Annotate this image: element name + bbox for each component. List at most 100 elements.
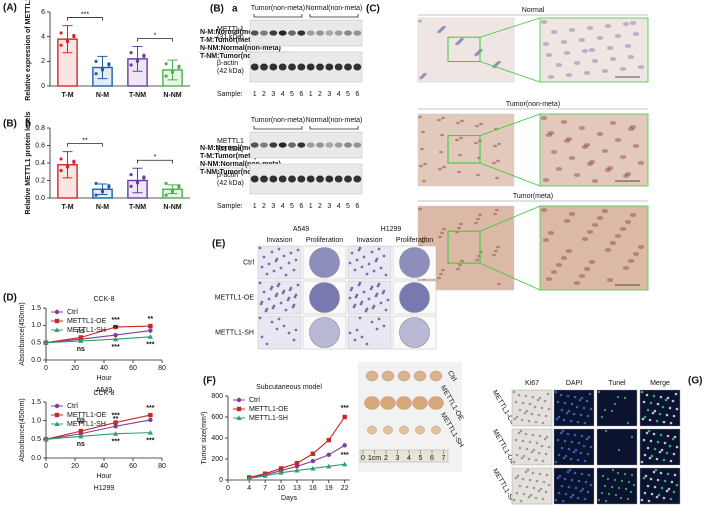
- stain-dot: [656, 478, 660, 482]
- x-tick-label: T-M: [61, 204, 73, 211]
- invaded-cell: [267, 262, 271, 266]
- stain-dot: [588, 392, 592, 396]
- stain-dot: [524, 432, 528, 436]
- sample-number: 2: [262, 203, 266, 210]
- data-dot: [100, 188, 105, 193]
- stain-dot: [650, 454, 654, 458]
- stain-dot: [556, 476, 560, 480]
- invaded-cell: [274, 294, 278, 298]
- stain-dot: [566, 432, 570, 436]
- stain-dot: [568, 468, 572, 472]
- cell-nucleus: [629, 125, 637, 129]
- blot-band: [288, 175, 296, 183]
- stain-dot: [601, 474, 605, 478]
- stain-dot: [563, 477, 567, 481]
- stain-dot: [667, 487, 671, 491]
- significance-label: ns: [77, 441, 85, 448]
- stain-dot: [528, 402, 532, 406]
- cell-nucleus: [474, 221, 478, 225]
- invaded-cell: [382, 254, 386, 258]
- invaded-cell: [386, 298, 390, 302]
- invaded-cell: [267, 297, 271, 301]
- data-dot: [170, 188, 175, 193]
- invaded-cell: [277, 317, 281, 321]
- y-tick-label: 0.5: [31, 436, 41, 443]
- significance-label: **: [82, 137, 88, 144]
- data-point: [326, 463, 332, 469]
- sample-number: 1: [253, 203, 257, 210]
- invaded-cell: [352, 305, 356, 309]
- stain-dot: [655, 419, 659, 423]
- cell-nucleus: [495, 176, 499, 180]
- stain-dot: [665, 489, 669, 493]
- stain-dot: [663, 479, 667, 483]
- group-bracket: [253, 126, 303, 130]
- stain-dot: [573, 471, 577, 475]
- stain-dot: [675, 407, 679, 411]
- y-axis-label: Tumor size(mm³): [201, 411, 208, 464]
- stain-dot: [624, 487, 628, 491]
- y-tick-label: 0.2: [35, 177, 45, 184]
- invaded-cell: [260, 265, 264, 269]
- y-tick-label: 4: [41, 34, 45, 41]
- stain-dot: [544, 414, 548, 418]
- blot-band: [250, 175, 259, 183]
- tumor: [383, 425, 393, 435]
- group-label: Tumor(non-meta): [251, 117, 305, 124]
- data-dot: [129, 63, 133, 67]
- invaded-cell: [265, 342, 269, 346]
- stain-dot: [646, 484, 650, 488]
- stain-dot: [662, 420, 666, 424]
- y-axis-label: Relative expression of METTL1: [25, 0, 32, 101]
- group-label: Tumor(non-meta): [251, 5, 305, 12]
- blot-band: [269, 175, 278, 183]
- invaded-cell: [357, 283, 361, 287]
- band-size: (42 kDa): [217, 180, 244, 187]
- cell-nucleus: [542, 238, 550, 242]
- sample-number: 6: [355, 203, 359, 210]
- invaded-cell: [271, 306, 275, 310]
- stain-dot: [544, 452, 548, 456]
- x-tick-label: 4: [247, 485, 251, 492]
- data-point: [113, 324, 118, 330]
- data-point: [148, 328, 153, 333]
- stain-dot: [643, 415, 647, 419]
- tumor: [413, 370, 427, 382]
- blot-band: [325, 142, 334, 148]
- panel-label: (A): [3, 3, 17, 14]
- blot-band: [316, 30, 324, 36]
- stain-dot: [542, 480, 546, 484]
- tumor: [397, 370, 411, 382]
- stain-dot: [585, 399, 589, 403]
- data-dot: [107, 184, 111, 188]
- stain-dot: [569, 419, 573, 423]
- invaded-cell: [288, 288, 292, 292]
- panel-label: (F): [203, 376, 216, 387]
- cell-nucleus: [578, 126, 586, 130]
- colony-well: [399, 282, 430, 313]
- sample-number: 4: [281, 203, 285, 210]
- blot-band: [269, 63, 278, 71]
- series-line: [45, 336, 151, 344]
- x-tick-label: T-M: [61, 92, 73, 99]
- x-tick-label: 7: [263, 485, 267, 492]
- stain-dot: [623, 396, 627, 400]
- invaded-cell: [293, 295, 297, 299]
- cell-nucleus: [441, 116, 445, 120]
- stain-dot: [520, 456, 524, 460]
- stain-dot: [616, 395, 620, 399]
- cell-nucleus: [550, 30, 558, 34]
- cell-nucleus: [423, 162, 427, 166]
- legend-label: Ctrl: [67, 309, 78, 316]
- blot-band: [278, 175, 287, 183]
- blot-band: [344, 30, 352, 36]
- blot-band: [269, 142, 278, 148]
- stain-dot: [642, 476, 646, 480]
- data-dot: [129, 51, 133, 55]
- y-tick-label: 600: [211, 414, 223, 421]
- stain-dot: [522, 492, 526, 496]
- blot-band: [316, 142, 324, 148]
- tumor: [415, 425, 425, 435]
- sample-label: Sample:: [217, 91, 243, 98]
- stain-dot: [514, 476, 518, 480]
